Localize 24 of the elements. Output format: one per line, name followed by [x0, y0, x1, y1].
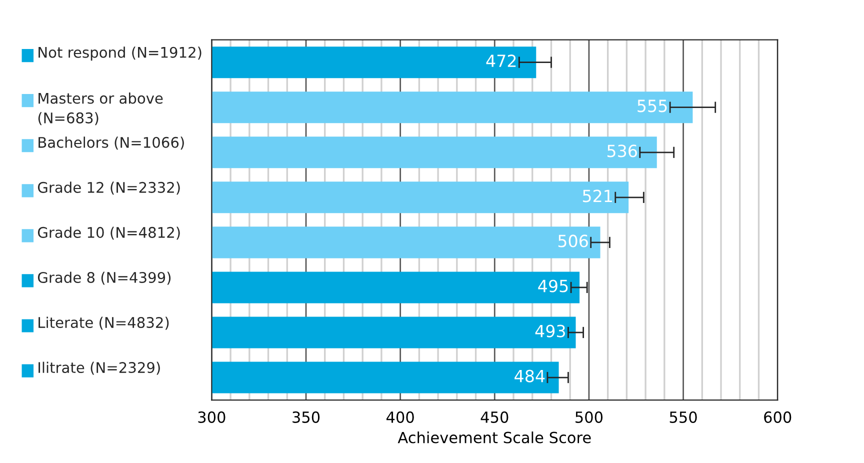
data-label: 495	[538, 280, 568, 292]
y-tick-label: Grade 8 (N=4399)	[38, 272, 171, 285]
y-tick-label: Not respond (N=1912)	[38, 46, 202, 61]
y-tick-label: Masters or above (N=683)	[38, 92, 163, 126]
y-tick-label: Grade 12 (N=2332)	[38, 182, 180, 195]
data-label: 555	[638, 100, 667, 112]
data-label: 521	[582, 190, 612, 202]
y-tick-label: Literate (N=4832)	[38, 316, 169, 330]
y-tick-label: Bachelors (N=1066)	[38, 136, 184, 150]
x-tick-label: 550	[670, 411, 697, 423]
data-label: 506	[558, 234, 588, 248]
data-label: 536	[607, 144, 637, 158]
data-label: 472	[486, 54, 516, 67]
y-tick-label: Grade 10 (N=4812)	[38, 226, 180, 240]
y-tick-label: Ilitrate (N=2329)	[38, 362, 160, 375]
x-tick-label: 300	[198, 411, 226, 423]
x-tick-label: 400	[386, 411, 414, 423]
x-tick-label: 350	[292, 411, 320, 423]
x-tick-label: 500	[576, 411, 603, 423]
x-axis-title: Achievement Scale Score	[398, 431, 591, 444]
data-label: 484	[514, 370, 545, 382]
x-tick-label: 600	[764, 411, 792, 423]
data-label: 493	[535, 324, 565, 338]
x-tick-label: 450	[480, 411, 508, 423]
